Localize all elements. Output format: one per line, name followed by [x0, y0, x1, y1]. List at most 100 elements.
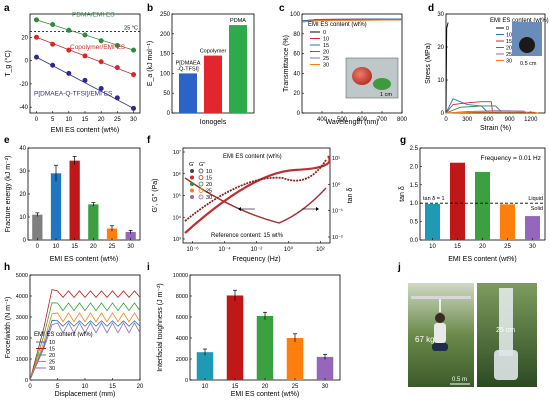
y-axis-label: tan δ — [399, 186, 406, 202]
x-tick-label: 500 — [337, 117, 348, 123]
y-tick-label: 0 — [441, 111, 445, 117]
panel-letter-j: j — [397, 262, 401, 273]
x-axis-label: Ionogels — [200, 119, 227, 126]
bar — [229, 25, 247, 114]
panel-e-fracture-energy-chart: 0 10 20 30 40 0 10 15 20 25 30 EMI ES content (wt%)… — [5, 146, 141, 263]
arrow-left-head — [238, 207, 241, 211]
legend-title: EMI ES content (wt%) — [223, 154, 282, 160]
legend-label: 0 — [506, 26, 509, 32]
reference-line-label: 25 °C — [124, 25, 138, 31]
legend-label: 20 — [206, 182, 212, 188]
x-tick-label: 10⁻⁴ — [218, 246, 231, 253]
bar — [475, 171, 490, 240]
peel-curve — [29, 312, 141, 381]
data-point — [33, 54, 39, 60]
panel-letter-c: c — [279, 3, 285, 14]
legend-marker-gp — [190, 175, 194, 180]
legend-marker-gpp — [198, 194, 204, 200]
y-tick-label: 100 — [160, 71, 171, 77]
x-tick-label: 800 — [397, 117, 408, 123]
legend-label: 25 — [49, 360, 55, 366]
y-tick-label: 10⁷ — [173, 149, 181, 156]
y-tick-label: 10⁴ — [173, 214, 182, 221]
y-tick-label: -20 — [19, 82, 28, 88]
y2-tick-label: 10⁻¹ — [332, 209, 343, 215]
legend-marker-gpp — [198, 175, 204, 180]
y-tick-label: 5000 — [16, 273, 28, 279]
x-tick-label: 400 — [317, 117, 328, 123]
data-point — [131, 47, 137, 53]
y-tick-label: 0 — [185, 378, 188, 384]
x-tick-label: 30 — [529, 244, 536, 250]
series-label: PDMA/EMI ES — [72, 11, 115, 18]
photo-sample-strip — [499, 288, 513, 356]
inset-kettlebell — [519, 37, 535, 53]
legend-label: 25 — [506, 52, 512, 58]
x-tick-label: 5 — [51, 117, 55, 123]
y-tick-label: 1.5 — [410, 183, 419, 189]
y-tick-label: 20 — [293, 91, 300, 97]
x-tick-label: 0 — [28, 384, 32, 390]
data-point — [66, 70, 72, 76]
loss-modulus-curve — [184, 159, 327, 222]
bar-label: -Q-TFSI] — [177, 66, 199, 72]
panel-letter-b: b — [147, 3, 153, 14]
peel-curve — [29, 320, 141, 381]
legend-title: EMI ES content (wt%) — [490, 18, 549, 24]
y-tick-label: 8000 — [176, 294, 188, 300]
data-point — [82, 32, 88, 38]
y-tick-label: 2.5 — [410, 146, 419, 152]
frequency-annotation: Frequency = 0.01 Hz — [480, 155, 541, 162]
y-tick-label: 10⁶ — [173, 171, 181, 178]
stress-strain-curve — [445, 105, 503, 114]
bar — [88, 204, 99, 240]
y-tick-label: 150 — [160, 52, 171, 58]
x-tick-label: 0 — [36, 244, 40, 250]
data-point — [50, 41, 56, 47]
photo-bar — [411, 296, 471, 299]
panel-letter-a: a — [4, 3, 10, 14]
legend-label: 15 — [49, 347, 55, 353]
y2-tick-label: 10⁻² — [332, 235, 343, 241]
data-point — [50, 21, 56, 27]
photo-scale-label: 0.5 m — [452, 377, 467, 383]
legend-label: 20 — [506, 46, 512, 52]
bar — [500, 204, 515, 240]
legend-label: 15 — [323, 43, 329, 49]
y-tick-label: 40 — [19, 146, 26, 152]
y-tick-label: 0 — [25, 378, 28, 384]
x-tick-label: 600 — [357, 117, 368, 123]
x-tick-label: 15 — [82, 117, 89, 123]
y-tick-label: 0.5 — [410, 220, 419, 226]
x-tick-label: 10 — [429, 244, 436, 250]
legend-marker-gpp — [198, 181, 204, 187]
legend-label: 15 — [506, 39, 512, 45]
data-point — [114, 95, 120, 101]
y-tick-label: 2000 — [176, 357, 188, 363]
bar — [204, 55, 222, 113]
photo-weight-label: 67 kg — [415, 335, 435, 344]
x-tick-label: 25 — [504, 244, 511, 250]
photo-person-body — [434, 323, 446, 343]
bar — [32, 214, 43, 240]
x-axis-label: Frequency (Hz) — [232, 256, 280, 263]
photo-length-label: 25 cm — [496, 327, 515, 334]
photo-person-legs — [432, 343, 448, 351]
legend-label: 30 — [206, 195, 212, 201]
y-tick-label: 2000 — [16, 336, 28, 342]
data-point — [66, 27, 72, 33]
x-tick-label: 10² — [316, 247, 325, 253]
transmittance-curve — [301, 19, 403, 23]
panel-letter-e: e — [4, 135, 10, 146]
y-tick-label: 10000 — [173, 273, 188, 279]
y-tick-label: 20 — [21, 35, 28, 41]
series-label: P[DMAEA-Q-TFSI]/EMI ES — [34, 91, 113, 98]
legend-marker-gp — [190, 169, 194, 173]
bar — [286, 338, 304, 380]
y2-tick-label: 10¹ — [332, 156, 340, 162]
x-tick-label: 20 — [90, 244, 97, 250]
x-tick-label: 10 — [202, 384, 209, 390]
x-tick-label: 300 — [462, 117, 473, 123]
